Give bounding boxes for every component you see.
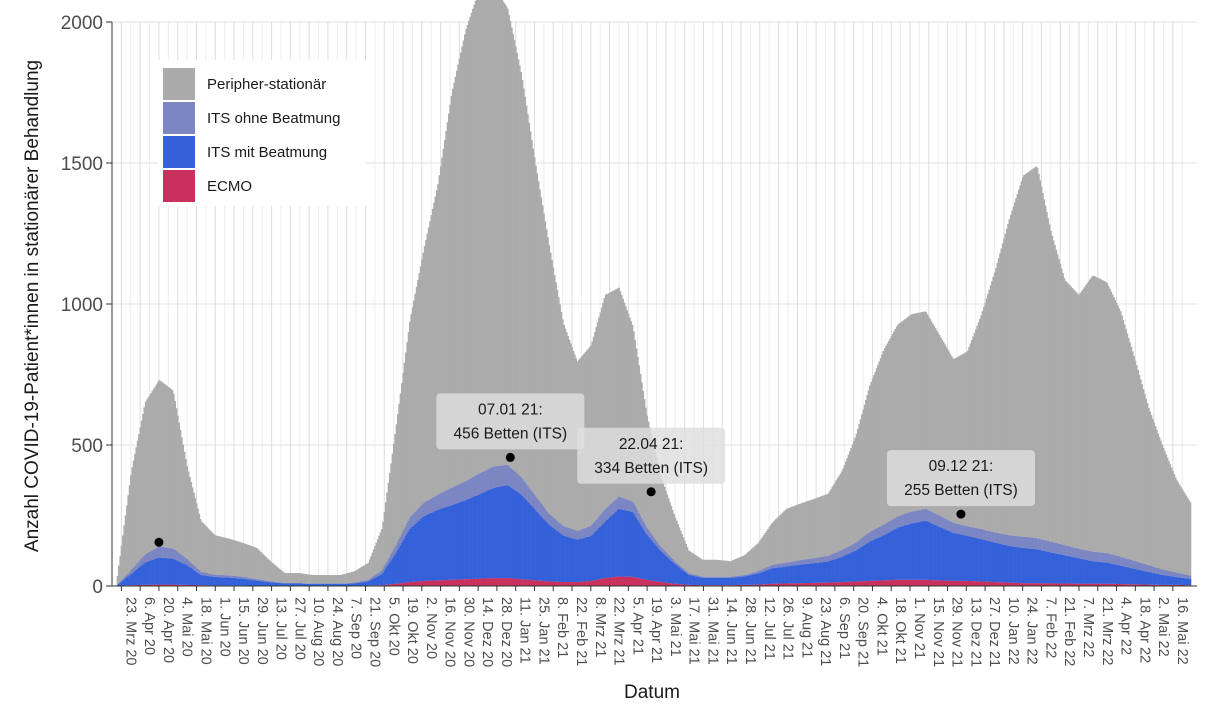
x-tick-label: 14. Jun 21 — [723, 597, 739, 665]
x-tick-label: 23. Aug 21 — [817, 597, 833, 666]
x-tick-label: 14. Dez 20 — [479, 597, 495, 667]
x-tick-label: 1. Nov 21 — [911, 597, 927, 659]
x-tick-label: 28. Jun 21 — [742, 597, 758, 665]
x-tick-label: 19. Apr 21 — [648, 597, 664, 663]
bar-its-mit-beatmung — [1190, 579, 1192, 585]
x-tick-label: 30. Nov 20 — [460, 597, 476, 667]
x-tick-label: 2. Mai 22 — [1155, 597, 1171, 657]
x-tick-label: 27. Dez 21 — [986, 597, 1002, 667]
x-tick-label: 13. Dez 21 — [967, 597, 983, 667]
x-tick-label: 28. Dez 20 — [498, 597, 514, 667]
y-tick-label: 2000 — [61, 13, 103, 34]
x-tick-label: 4. Apr 22 — [1118, 597, 1134, 655]
x-tick-label: 22. Feb 21 — [573, 597, 589, 666]
x-tick-label: 11. Jan 21 — [517, 597, 533, 664]
annotation-label: 255 Betten (ITS) — [904, 482, 1018, 499]
x-tick-label: 19. Okt 20 — [404, 597, 420, 664]
x-tick-label: 21. Feb 22 — [1061, 597, 1077, 666]
x-tick-label: 27. Jul 20 — [291, 597, 307, 660]
x-tick-label: 21. Mrz 22 — [1099, 597, 1115, 666]
x-tick-label: 10. Jan 22 — [1005, 597, 1021, 665]
x-tick-label: 18. Apr 22 — [1136, 597, 1152, 663]
x-tick-label: 6. Apr 20 — [141, 597, 157, 655]
x-tick-label: 26. Jul 21 — [780, 597, 796, 660]
x-tick-label: 9. Aug 21 — [798, 597, 814, 658]
x-tick-label: 29. Nov 21 — [949, 597, 965, 667]
annotation-label: 456 Betten (ITS) — [453, 425, 567, 442]
y-tick-label: 500 — [71, 436, 103, 457]
x-tick-label: 20. Sep 21 — [855, 597, 871, 667]
x-tick-label: 24. Aug 20 — [329, 597, 345, 666]
y-tick-label: 1500 — [61, 154, 103, 175]
x-tick-label: 13. Jul 20 — [273, 597, 289, 660]
x-tick-label: 18. Mai 20 — [197, 597, 213, 665]
x-tick-label: 12. Jul 21 — [761, 597, 777, 660]
x-tick-label: 7. Feb 22 — [1042, 597, 1058, 658]
legend-swatch — [163, 102, 195, 134]
legend-swatch — [163, 68, 195, 100]
legend: Peripher-stationär ITS ohne Beatmung ITS m… — [158, 60, 366, 206]
annotation-label: 22.04 21: — [619, 436, 684, 453]
x-tick-label: 21. Sep 20 — [366, 597, 382, 667]
x-tick-label: 16. Nov 20 — [442, 597, 458, 667]
x-tick-label: 17. Mai 21 — [686, 597, 702, 665]
legend-label: Peripher-stationär — [207, 76, 326, 93]
x-tick-label: 4. Mai 20 — [179, 597, 195, 657]
x-tick-label: 8. Feb 21 — [554, 597, 570, 658]
x-tick-label: 1. Jun 20 — [216, 597, 232, 657]
y-tick-label: 0 — [92, 577, 103, 598]
x-tick-label: 25. Jan 21 — [535, 597, 551, 665]
annotation-point — [956, 510, 965, 519]
x-tick-label: 23. Mrz 20 — [122, 597, 138, 666]
annotation-point — [154, 538, 163, 547]
x-tick-label: 2. Nov 20 — [423, 597, 439, 659]
annotation-label: 09.12 21: — [929, 458, 994, 475]
x-tick-label: 4. Okt 21 — [873, 597, 889, 656]
x-tick-label: 29. Jun 20 — [254, 597, 270, 665]
x-tick-label: 5. Apr 21 — [629, 597, 645, 655]
x-tick-label: 7. Mrz 22 — [1080, 597, 1096, 657]
x-tick-label: 7. Sep 20 — [348, 597, 364, 659]
y-axis-title: Anzahl COVID-19-Patient*innen in station… — [22, 60, 43, 552]
annotation-label: 334 Betten (ITS) — [594, 460, 708, 477]
bar-peripher-station-r — [1190, 502, 1192, 575]
x-tick-label: 10. Aug 20 — [310, 597, 326, 666]
legend-label: ECMO — [207, 178, 252, 195]
annotation-point — [647, 487, 656, 496]
x-tick-label: 20. Apr 20 — [160, 597, 176, 663]
legend-swatch — [163, 170, 195, 202]
x-tick-label: 15. Jun 20 — [235, 597, 251, 665]
x-tick-label: 3. Mai 21 — [667, 597, 683, 657]
x-tick-label: 18. Okt 21 — [892, 597, 908, 664]
annotation-point — [506, 453, 515, 462]
x-tick-label: 22. Mrz 21 — [611, 597, 627, 666]
x-tick-label: 8. Mrz 21 — [592, 597, 608, 657]
legend-label: ITS ohne Beatmung — [207, 110, 340, 127]
x-tick-label: 24. Jan 22 — [1024, 597, 1040, 665]
x-tick-label: 5. Okt 20 — [385, 597, 401, 656]
legend-label: ITS mit Beatmung — [207, 144, 327, 161]
legend-swatch — [163, 136, 195, 168]
x-tick-label: 16. Mai 22 — [1174, 597, 1190, 665]
x-tick-label: 6. Sep 21 — [836, 597, 852, 659]
bar-its-ohne-beatmung — [1190, 576, 1192, 579]
annotation-label: 07.01 21: — [478, 401, 543, 418]
x-tick-label: 15. Nov 21 — [930, 597, 946, 667]
x-tick-label: 31. Mai 21 — [704, 597, 720, 665]
y-tick-label: 1000 — [61, 295, 103, 316]
x-axis-title: Datum — [624, 682, 680, 703]
